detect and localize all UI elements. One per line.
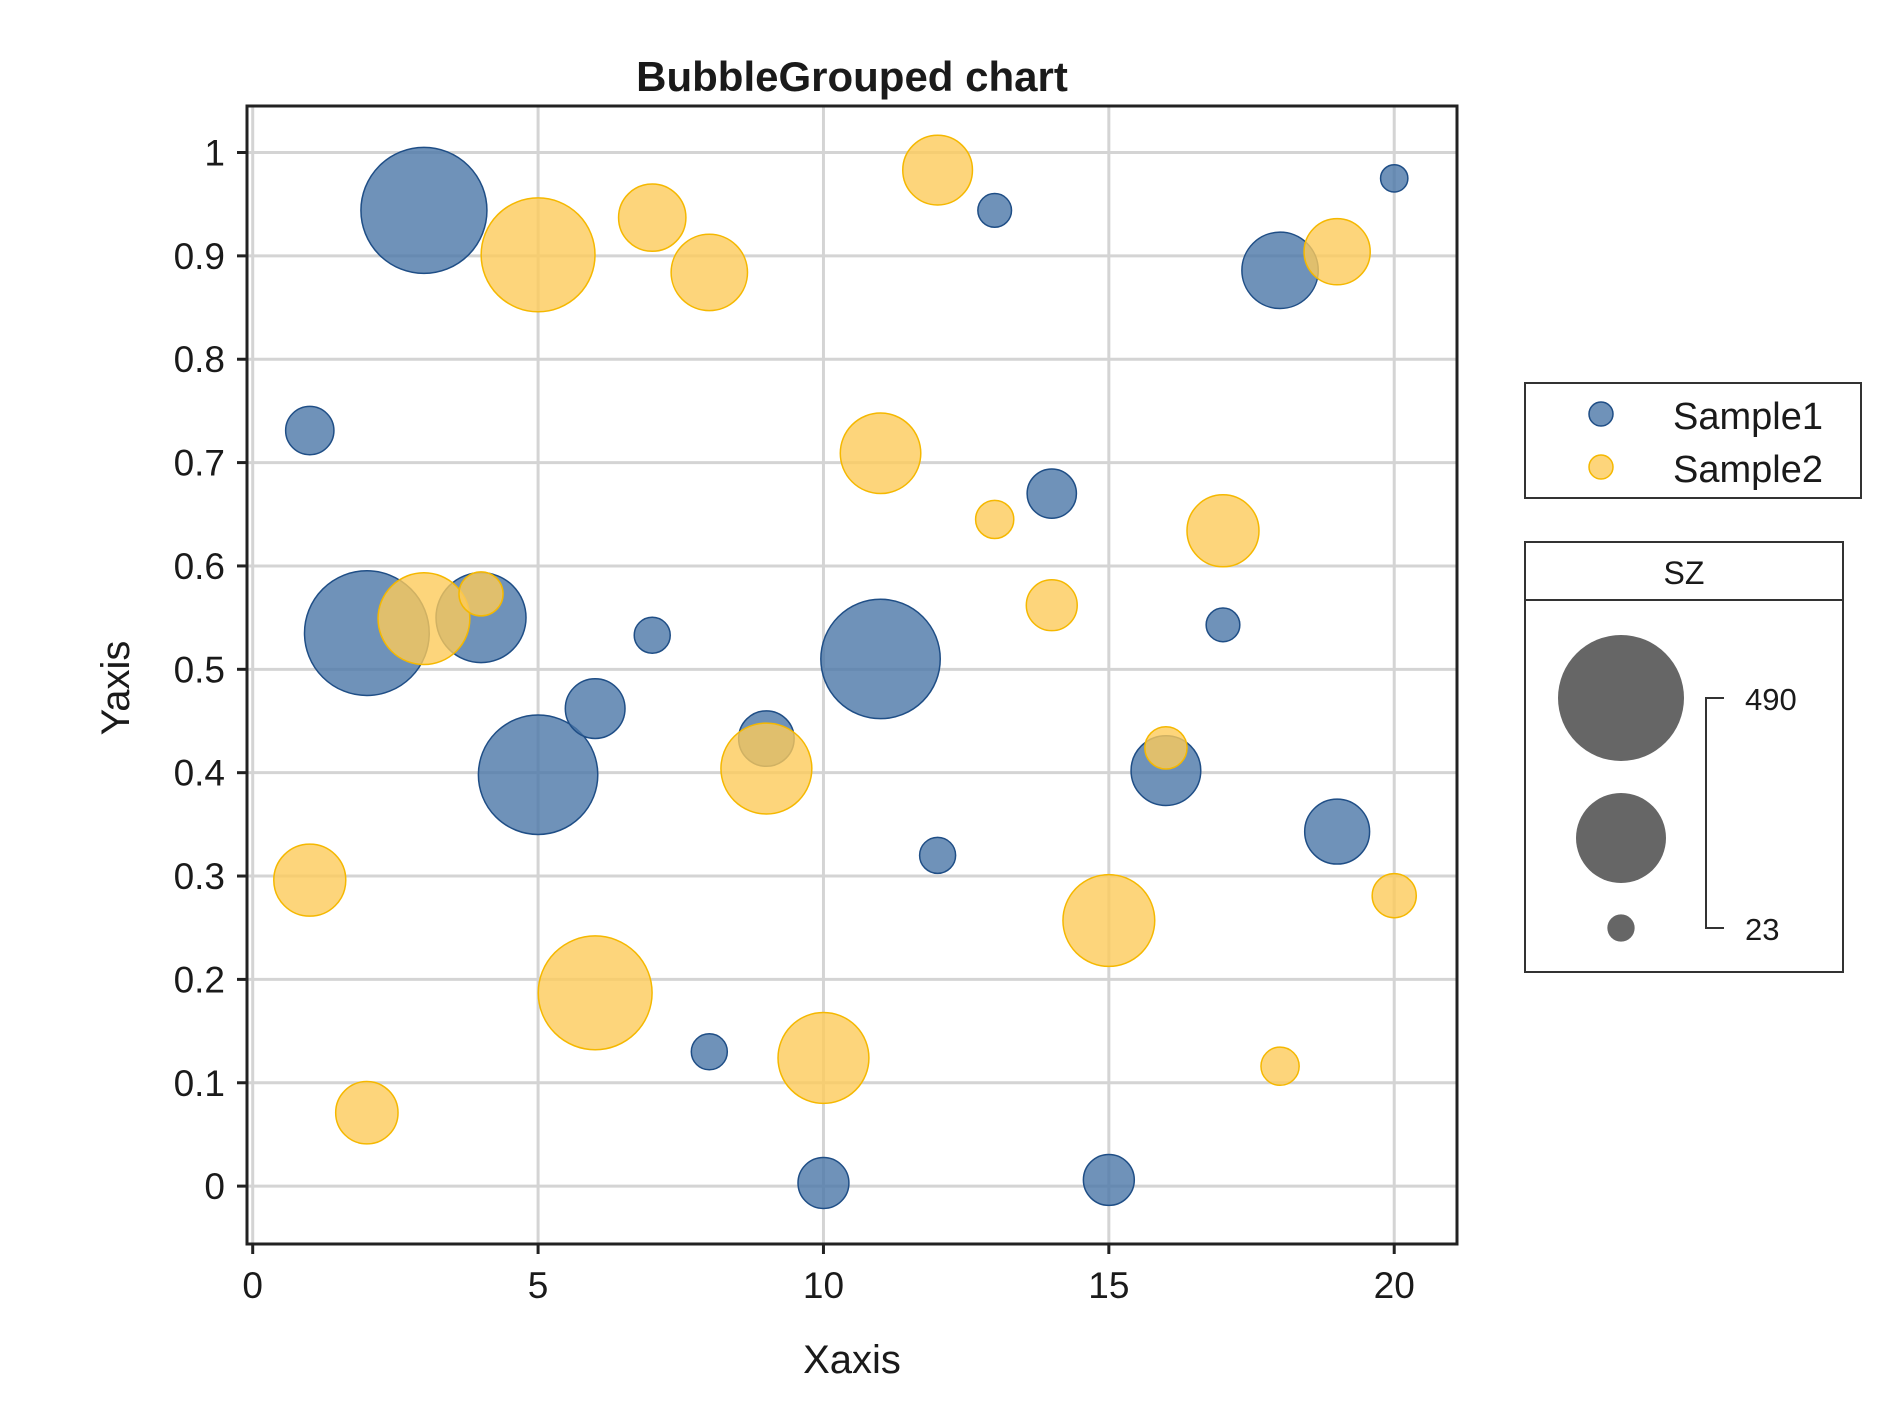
bubble-sample1 [797, 1156, 850, 1210]
bubble-sample2 [377, 572, 471, 666]
series-legend-box [1524, 382, 1862, 499]
series-legend: Sample1 Sample2 [1524, 382, 1862, 499]
bubble-sample2 [1062, 873, 1156, 968]
y-tick-label: 0.5 [174, 649, 225, 690]
bubble-sample2 [1371, 872, 1418, 919]
y-tick-label: 0.7 [174, 443, 225, 484]
size-legend: SZ 490 23 [1524, 541, 1844, 973]
size-legend-bracket [1705, 697, 1724, 929]
y-tick-label: 0.3 [174, 856, 225, 897]
bubble-sample2 [1303, 217, 1371, 286]
y-tick-label: 0.9 [174, 236, 225, 277]
y-tick-label: 1 [204, 133, 225, 174]
bubble-sample2 [1260, 1046, 1300, 1087]
bubble-sample2 [334, 1080, 399, 1145]
y-axis-label: Yaxis [94, 641, 138, 736]
x-tick-label: 10 [803, 1265, 844, 1306]
size-legend-circle-medium [1576, 793, 1666, 883]
size-legend-box [1524, 541, 1844, 973]
size-legend-min-label: 23 [1745, 912, 1779, 947]
bubble-sample2 [974, 499, 1015, 540]
bubble-sample1 [918, 836, 957, 875]
bubble-sample2 [1025, 579, 1078, 632]
bubble-sample1 [820, 598, 941, 720]
bubble-sample1 [1026, 468, 1078, 519]
x-tick-label: 0 [242, 1265, 263, 1306]
size-legend-circle-small [1607, 914, 1635, 942]
x-tick-label: 5 [528, 1265, 549, 1306]
bubble-sample2 [537, 935, 653, 1051]
axis-ticks: 00.10.20.30.40.50.60.70.80.910 5 10 15 20 [174, 133, 1415, 1306]
bubble-sample1 [1205, 607, 1241, 643]
bubble-sample2 [1186, 494, 1260, 568]
x-tick-label: 20 [1374, 1265, 1415, 1306]
y-tick-label: 0.4 [174, 753, 225, 794]
y-tick-label: 0.1 [174, 1063, 225, 1104]
legend-marker-sample2 [1588, 454, 1614, 480]
bubble-sample2 [273, 843, 347, 917]
y-tick-label: 0 [204, 1166, 225, 1207]
bubble-sample1 [690, 1032, 729, 1071]
chart-title: BubbleGrouped chart [636, 53, 1068, 100]
bubble-sample1 [284, 405, 335, 456]
y-tick-label: 0.6 [174, 546, 225, 587]
bubble-sample2 [480, 197, 596, 313]
x-axis-label: Xaxis [803, 1338, 901, 1382]
bubble-sample2 [670, 233, 749, 312]
x-tick-label: 15 [1088, 1265, 1129, 1306]
bubble-sample2 [617, 183, 687, 253]
size-legend-max-label: 490 [1745, 682, 1797, 717]
size-legend-circle-large [1558, 635, 1684, 761]
legend-label-sample2: Sample2 [1673, 449, 1823, 491]
bubble-sample1 [477, 714, 599, 836]
bubble-sample2 [839, 412, 922, 495]
legend-label-sample1: Sample1 [1673, 396, 1823, 438]
bubble-sample1 [1303, 798, 1371, 865]
bubble-sample2 [1144, 726, 1188, 770]
plot-area-border [245, 104, 1459, 1246]
size-legend-title: SZ [1664, 555, 1705, 591]
bubble-sample2 [777, 1011, 870, 1105]
bubble-layer [273, 134, 1418, 1210]
bubble-sample1 [633, 616, 671, 654]
y-tick-label: 0.8 [174, 339, 225, 380]
bubble-sample1 [977, 192, 1013, 228]
bubble-sample1 [1379, 163, 1409, 193]
bubble-sample1 [564, 677, 626, 740]
legend-marker-sample1 [1588, 401, 1614, 427]
bubble-sample2 [902, 134, 974, 206]
bubble-sample2 [720, 722, 813, 815]
bubble-sample1 [360, 146, 488, 275]
y-tick-label: 0.2 [174, 959, 225, 1000]
bubble-sample1 [1082, 1153, 1136, 1207]
bubble-sample2 [458, 571, 504, 617]
